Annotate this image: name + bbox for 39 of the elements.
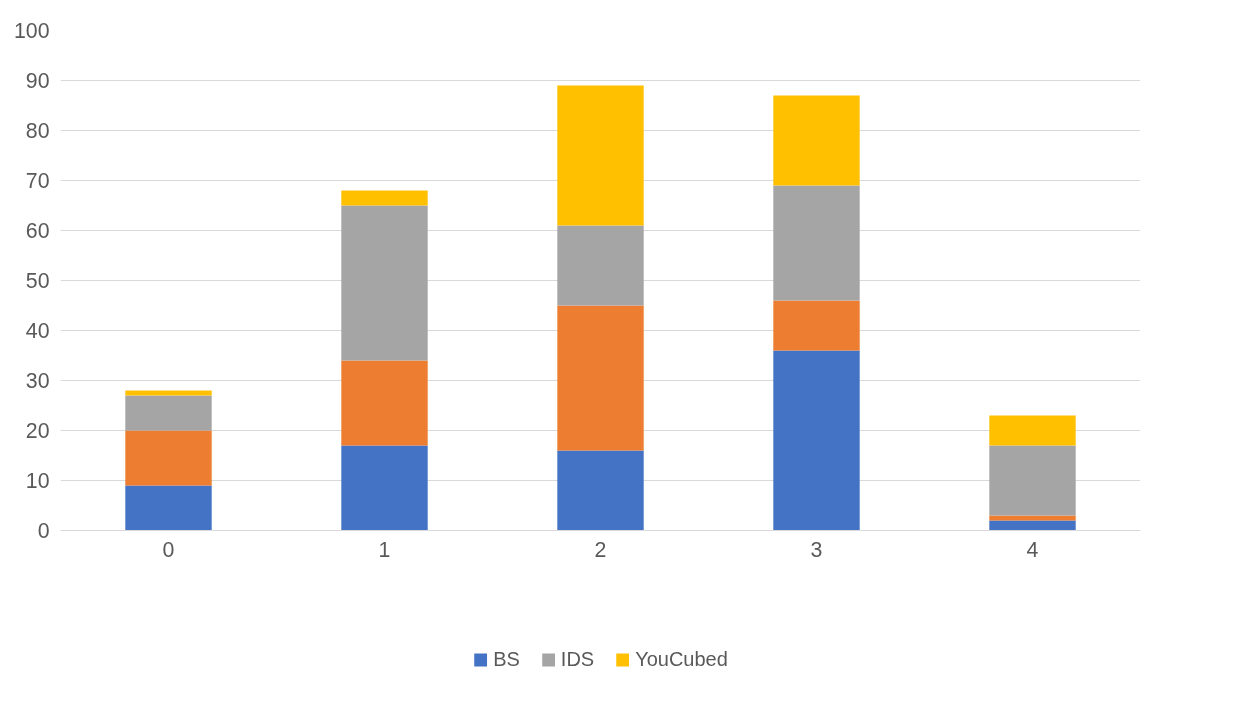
y-tick-label: 80 [25, 119, 50, 143]
y-tick-label: 90 [25, 69, 50, 93]
bar [773, 300, 860, 351]
bar [341, 190, 428, 206]
legend-label: YouCubed [635, 647, 728, 671]
bar [989, 515, 1076, 521]
y-tick-label: 70 [25, 169, 50, 193]
bar [125, 395, 212, 431]
bar [773, 350, 860, 531]
bar [989, 415, 1076, 446]
y-tick-label: 40 [25, 319, 50, 343]
legend-label: IDS [560, 647, 595, 671]
y-tick-label: 30 [25, 369, 50, 393]
bar [125, 430, 212, 486]
x-tick-label: 2 [594, 537, 607, 562]
y-tick-label: 60 [25, 219, 50, 243]
bar [989, 520, 1076, 531]
bar [557, 85, 644, 226]
bar [773, 95, 860, 186]
bar [341, 445, 428, 531]
bar [989, 445, 1076, 516]
bar [341, 205, 428, 361]
bar [773, 185, 860, 301]
y-tick-label: 100 [13, 19, 50, 43]
bar [557, 450, 644, 531]
y-tick-label: 0 [37, 519, 50, 543]
y-tick-label: 20 [25, 419, 50, 443]
x-tick-label: 0 [162, 537, 175, 562]
x-tick-label: 1 [378, 537, 391, 562]
y-tick-label: 10 [25, 469, 50, 493]
bar [125, 390, 212, 396]
y-tick-label: 50 [25, 269, 50, 293]
bar [341, 360, 428, 446]
legend-label: BS [493, 647, 520, 671]
bar [125, 485, 212, 531]
bar [557, 305, 644, 451]
x-tick-label: 4 [1026, 537, 1039, 562]
x-tick-label: 3 [810, 537, 823, 562]
bar [557, 225, 644, 306]
